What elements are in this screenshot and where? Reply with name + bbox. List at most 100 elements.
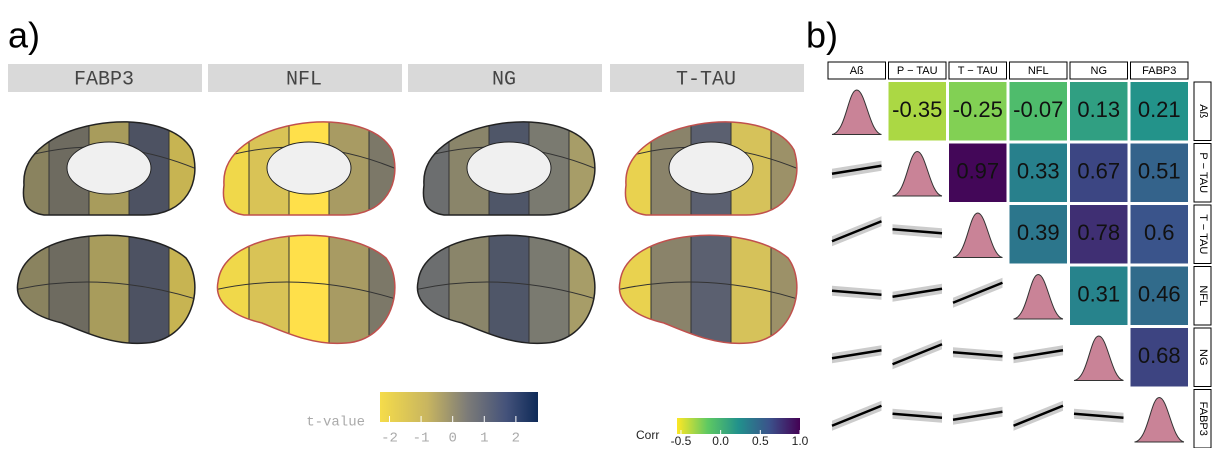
fit-line [1013,349,1064,360]
corr-cell [1070,143,1128,202]
facet-title: FABP3 [74,68,134,91]
colorbar-tick-label: -1 [413,431,430,447]
colorbar-tick-label: 1 [480,431,488,447]
strip-box [1130,61,1189,80]
brain-divider [417,281,595,301]
brain [417,235,595,344]
column-label: Aß [850,65,864,77]
colorbar-tick-label: -2 [381,431,398,447]
corr-value: 0.97 [956,159,999,184]
corr-value: 0.21 [1138,97,1181,122]
strip-box [1069,61,1128,80]
strip-box [1009,61,1068,80]
column-label: NFL [1028,65,1049,77]
corr-value: 0.39 [1017,220,1060,245]
corr-cell [1130,205,1188,264]
fit-line [892,228,943,235]
facet-strip [408,64,602,92]
facet-strip [610,64,804,92]
strip-box [1193,143,1212,203]
brain-region [168,235,195,344]
brain [619,235,797,344]
fit-line [831,349,882,360]
brain-region [770,121,797,215]
brain-outline [222,121,396,216]
brain-region [568,121,595,215]
density [1013,273,1064,320]
colorbar-tick-label: -0.5 [671,434,692,448]
corr-cell [1130,143,1188,202]
facet-title: NG [492,68,516,91]
brain-outline [216,234,396,345]
density [831,89,882,135]
corr-cell [1130,82,1188,141]
brain-outline [618,234,798,345]
fit-line [1073,412,1124,419]
brain-region [223,121,250,215]
colorbar-tick-label: 2 [512,431,520,447]
fit-line [952,351,1003,358]
brain-region [288,235,330,344]
corr-cell [1009,143,1067,202]
corr-value: 0.31 [1077,282,1120,307]
brain-region [528,235,570,344]
column-label: P − TAU [897,65,938,77]
colorbar [380,392,538,422]
colorbar-tick-label: 0 [448,431,456,447]
fit-line [831,404,882,427]
colorbar-title: Corr [636,428,659,442]
corr-value: -0.07 [1013,97,1063,122]
brain-region [88,235,130,344]
brain-region [770,235,797,344]
fit-line [952,281,1003,304]
colorbar-tick-label: 1.0 [792,434,809,448]
density [892,150,943,197]
corr-cell [1009,82,1067,141]
row-label: NG [1197,349,1209,366]
colorbar-tick-label: 0.5 [752,434,769,448]
row-label: NFL [1197,285,1209,306]
brain-divider [619,281,797,301]
corr-value: 0.78 [1077,220,1120,245]
fit-line [892,412,943,419]
colorbar-title: t-value [306,415,365,431]
brain-divider [17,281,195,301]
corr-value: 0.68 [1138,343,1181,368]
brain-inner [66,141,152,195]
fit-line [892,287,943,298]
facet-title: T-TAU [676,68,736,91]
panel-label: a) [8,15,40,56]
facet-title: NFL [286,68,322,91]
brain-inner [668,141,754,195]
brain [17,235,195,344]
strip-box [948,61,1007,80]
corr-cell [949,143,1007,202]
corr-value: 0.51 [1138,159,1181,184]
corr-value: -0.35 [892,97,942,122]
colorbar-tick-label: 0.0 [712,434,729,448]
fit-line [831,164,882,175]
strip-box [1193,327,1212,387]
brain-region [168,121,195,215]
density [952,212,1003,258]
brain-region [690,235,732,344]
strip-box [1193,266,1212,326]
brain-region [23,121,50,215]
strip-box [1193,81,1212,141]
brain-outline [416,234,596,345]
density [1073,335,1124,381]
strip-box [827,61,886,80]
column-label: FABP3 [1142,65,1176,77]
facet-strip [8,64,202,92]
corr-cell [1070,205,1128,264]
corr-value: 0.67 [1077,159,1120,184]
corr-value: 0.13 [1077,97,1120,122]
brain-outline [422,121,596,216]
corr-cell [888,82,946,141]
brain-outline [624,121,798,216]
brain-region [625,121,652,215]
brain-region [568,235,595,344]
strip-box [888,61,947,80]
row-label: T − TAU [1197,214,1209,254]
